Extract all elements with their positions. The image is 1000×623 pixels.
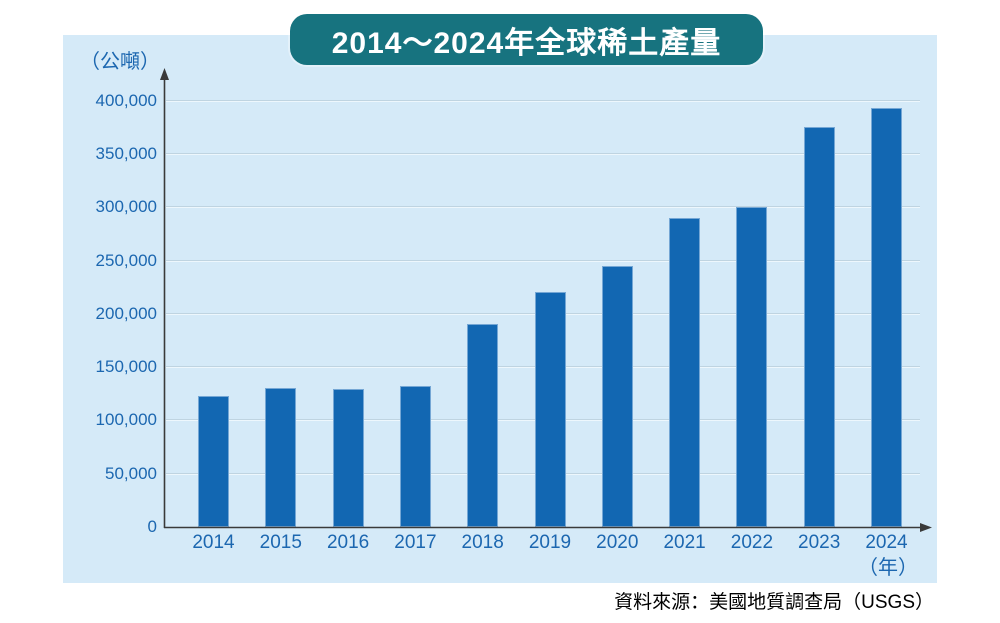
bar-2014 [198,395,229,527]
y-tick-label: 150,000 [95,357,157,377]
y-tick-label: 350,000 [95,143,157,163]
y-tick-label: 50,000 [105,463,157,483]
y-tick-label: 200,000 [95,303,157,323]
x-tick-label-2016: 2016 [326,532,370,553]
y-axis-arrow-icon [160,68,169,80]
x-tick-label-2021: 2021 [663,532,706,553]
gridline [166,206,920,209]
x-tick-label-2017: 2017 [394,532,437,553]
y-tick-label: 300,000 [95,197,157,217]
x-axis-unit-label: （年） [858,557,918,579]
x-tick-label-2015: 2015 [259,532,302,553]
x-axis-arrow-icon [920,523,932,532]
bar-2023 [803,127,835,527]
y-tick-label: 400,000 [95,90,157,110]
bar-2015 [265,388,297,527]
bar-2021 [669,217,701,527]
y-axis-unit-label: （公噸） [80,51,160,73]
bar-2024 [871,108,902,527]
x-tick-label-2020: 2020 [596,532,639,553]
chart-title: 2014～2024年全球稀土產量 [290,14,763,65]
bar-2020 [601,265,633,527]
gridline [166,259,920,262]
x-tick-label-2022: 2022 [730,532,774,553]
x-tick-label-2024: 2024 [865,532,908,553]
x-tick-label-2023: 2023 [798,532,841,553]
data-source-note: 資料來源：美國地質調查局（USGS） [614,592,934,613]
y-tick-label: 0 [147,517,157,536]
gridline [166,99,920,102]
y-tick-label: 100,000 [95,410,157,430]
x-tick-label-2019: 2019 [528,532,572,553]
bar-2017 [399,386,431,527]
x-tick-label-2014: 2014 [192,532,235,553]
y-tick-label: 250,000 [95,250,157,270]
bar-2022 [736,207,768,527]
bar-2019 [534,292,566,527]
bar-2018 [467,324,499,527]
bar-2016 [332,389,364,527]
x-tick-label-2018: 2018 [461,532,504,553]
gridline [166,152,920,155]
